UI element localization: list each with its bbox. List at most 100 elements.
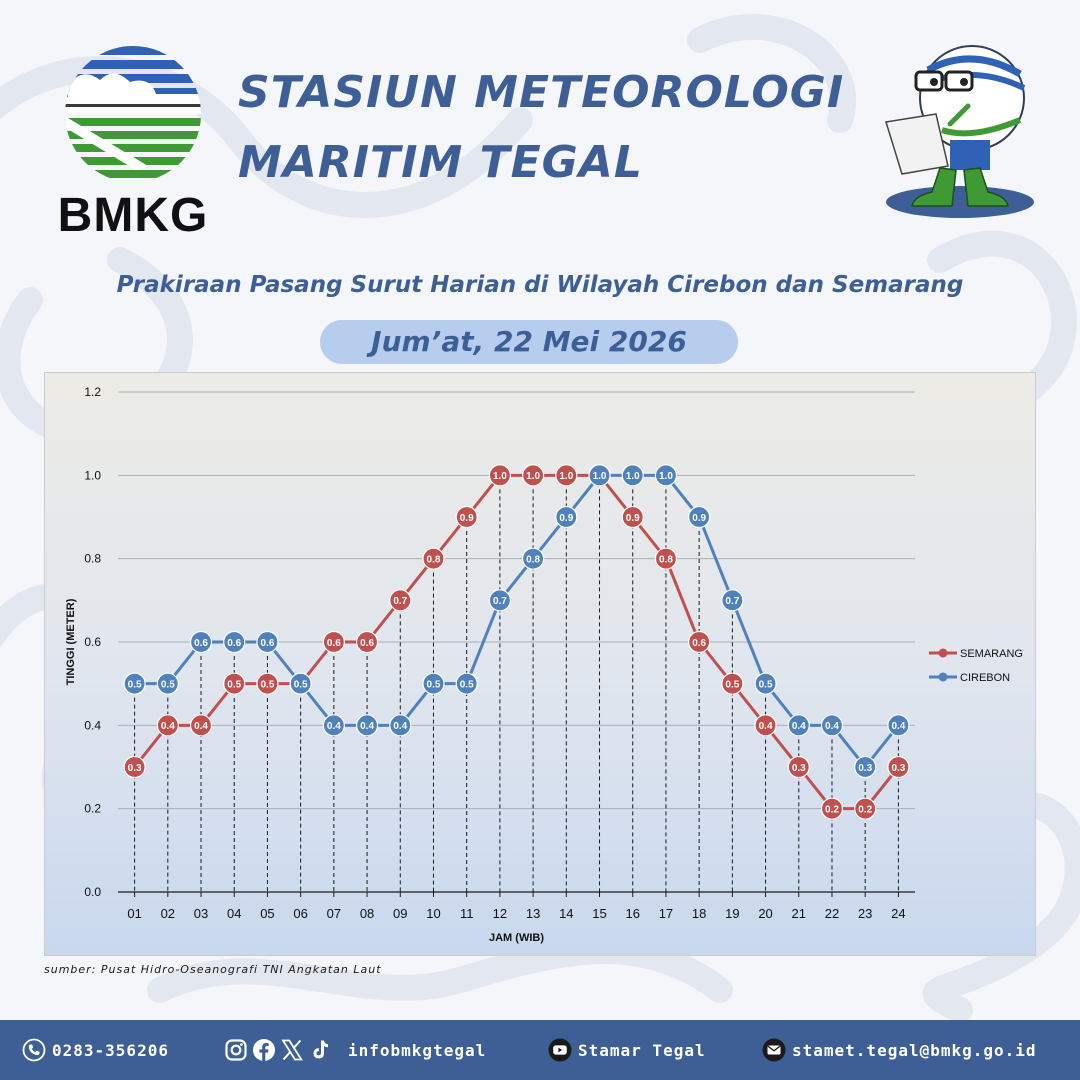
x-tick-label: 16 bbox=[625, 906, 639, 921]
data-label-cirebon: 0.7 bbox=[725, 596, 739, 607]
data-label-cirebon: 0.9 bbox=[559, 513, 573, 524]
data-label-semarang: 0.5 bbox=[260, 679, 274, 690]
data-point-cirebon bbox=[555, 505, 578, 529]
email-contact[interactable]: stamet.tegal@bmkg.go.id bbox=[762, 1020, 1037, 1080]
data-point-cirebon bbox=[654, 464, 678, 487]
youtube-contact[interactable]: Stamar Tegal bbox=[548, 1020, 706, 1080]
data-point-cirebon bbox=[422, 672, 445, 695]
x-tick-label: 12 bbox=[493, 906, 507, 921]
x-tick-label: 09 bbox=[393, 906, 407, 921]
data-label-cirebon: 0.4 bbox=[327, 721, 341, 732]
data-label-semarang: 0.5 bbox=[227, 679, 241, 690]
data-label-semarang: 0.7 bbox=[393, 596, 407, 607]
bmkg-logo-text: BMKG bbox=[57, 189, 209, 242]
tide-chart-panel: 0.0 0.2 0.4 0.6 0.8 1.0 1.2 01 02 03 04 05 06 07 08 09 1… bbox=[44, 372, 1036, 956]
data-point-cirebon bbox=[887, 714, 910, 737]
data-label-cirebon: 1.0 bbox=[626, 471, 640, 482]
source-note: sumber: Pusat Hidro-Oseanografi TNI Angk… bbox=[44, 963, 382, 976]
x-icon[interactable] bbox=[280, 1038, 304, 1062]
data-label-semarang: 0.3 bbox=[891, 763, 905, 774]
data-point-cirebon bbox=[721, 589, 744, 612]
data-point-cirebon bbox=[522, 547, 545, 570]
data-point-cirebon bbox=[488, 589, 511, 612]
legend-label-semarang: SEMARANG bbox=[960, 648, 1023, 660]
x-tick-label: 19 bbox=[725, 906, 739, 921]
x-tick-label: 03 bbox=[194, 906, 208, 921]
social-handle: infobmkgtegal bbox=[348, 1040, 487, 1060]
x-tick-label: 15 bbox=[592, 906, 606, 921]
y-axis-title: TINGGI (METER) bbox=[65, 598, 77, 685]
x-tick-label: 20 bbox=[758, 906, 772, 921]
data-point-semarang bbox=[522, 464, 545, 487]
data-point-semarang bbox=[820, 797, 844, 820]
x-tick-label: 04 bbox=[227, 906, 241, 921]
legend-marker bbox=[938, 672, 948, 682]
data-label-cirebon: 0.4 bbox=[825, 721, 839, 732]
forecast-subtitle: Prakiraan Pasang Surut Harian di Wilayah… bbox=[116, 272, 964, 298]
data-label-cirebon: 0.5 bbox=[294, 679, 308, 690]
x-tick-label: 08 bbox=[360, 906, 374, 921]
x-tick-label: 18 bbox=[692, 906, 706, 921]
data-point-semarang bbox=[488, 464, 511, 487]
contact-footer: 0283-356206 infobmkgtegal Stamar Tegal bbox=[0, 1020, 1080, 1080]
x-tick-label: 23 bbox=[858, 906, 872, 921]
data-label-cirebon: 1.0 bbox=[659, 471, 673, 482]
phone-icon bbox=[22, 1038, 46, 1062]
data-point-cirebon bbox=[322, 714, 345, 737]
data-label-semarang: 0.8 bbox=[659, 554, 673, 565]
x-tick-label: 01 bbox=[127, 906, 141, 921]
x-tick-label: 14 bbox=[559, 906, 573, 921]
series-line-cirebon bbox=[134, 473, 900, 769]
page-title: STASIUN METEOROLOGI MARITIM TEGAL bbox=[238, 58, 844, 198]
x-tick-label: 10 bbox=[426, 906, 440, 921]
x-tick-label: 13 bbox=[526, 906, 540, 921]
data-label-semarang: 0.4 bbox=[194, 721, 208, 732]
data-point-semarang bbox=[721, 672, 744, 695]
y-tick-label: 1.2 bbox=[84, 385, 101, 399]
email-icon bbox=[762, 1038, 786, 1062]
data-point-semarang bbox=[223, 672, 246, 695]
data-label-semarang: 1.0 bbox=[559, 471, 573, 482]
tiktok-icon[interactable] bbox=[308, 1038, 332, 1062]
mascot-illustration bbox=[885, 45, 1034, 218]
data-label-cirebon: 0.6 bbox=[227, 638, 241, 649]
social-contact[interactable]: infobmkgtegal bbox=[224, 1020, 486, 1080]
instagram-icon[interactable] bbox=[224, 1038, 248, 1062]
data-point-cirebon bbox=[156, 672, 179, 695]
data-point-cirebon bbox=[256, 630, 279, 654]
data-point-cirebon bbox=[189, 630, 213, 654]
bmkg-logo bbox=[65, 46, 201, 178]
data-label-semarang: 0.6 bbox=[692, 638, 706, 649]
y-tick-label: 0.2 bbox=[84, 802, 101, 816]
data-label-cirebon: 0.4 bbox=[393, 721, 407, 732]
data-point-semarang bbox=[654, 547, 678, 570]
title-line-1: STASIUN METEOROLOGI bbox=[238, 67, 845, 118]
data-label-cirebon: 0.5 bbox=[161, 679, 175, 690]
y-tick-label: 0.0 bbox=[84, 885, 101, 899]
data-point-semarang bbox=[156, 714, 179, 737]
data-label-cirebon: 0.6 bbox=[260, 638, 274, 649]
y-tick-label: 0.4 bbox=[84, 718, 101, 732]
data-label-cirebon: 0.4 bbox=[360, 721, 374, 732]
y-tick-label: 1.0 bbox=[84, 468, 101, 482]
data-point-cirebon bbox=[588, 464, 611, 487]
data-point-semarang bbox=[688, 630, 711, 654]
data-point-semarang bbox=[322, 630, 345, 654]
data-point-cirebon bbox=[123, 672, 146, 695]
data-label-semarang: 0.6 bbox=[327, 638, 341, 649]
data-point-semarang bbox=[123, 755, 146, 779]
data-point-semarang bbox=[787, 755, 810, 779]
data-label-cirebon: 0.5 bbox=[128, 679, 142, 690]
data-point-semarang bbox=[422, 547, 445, 570]
x-tick-label: 22 bbox=[825, 906, 839, 921]
data-label-cirebon: 0.4 bbox=[792, 721, 806, 732]
data-label-semarang: 0.3 bbox=[792, 763, 806, 774]
data-label-cirebon: 0.5 bbox=[427, 679, 441, 690]
x-tick-label: 05 bbox=[260, 906, 274, 921]
facebook-icon[interactable] bbox=[252, 1038, 276, 1062]
data-point-cirebon bbox=[787, 714, 810, 737]
phone-contact[interactable]: 0283-356206 bbox=[22, 1020, 169, 1080]
data-label-semarang: 0.9 bbox=[626, 513, 640, 524]
x-tick-label: 21 bbox=[792, 906, 806, 921]
x-tick-label: 02 bbox=[161, 906, 175, 921]
